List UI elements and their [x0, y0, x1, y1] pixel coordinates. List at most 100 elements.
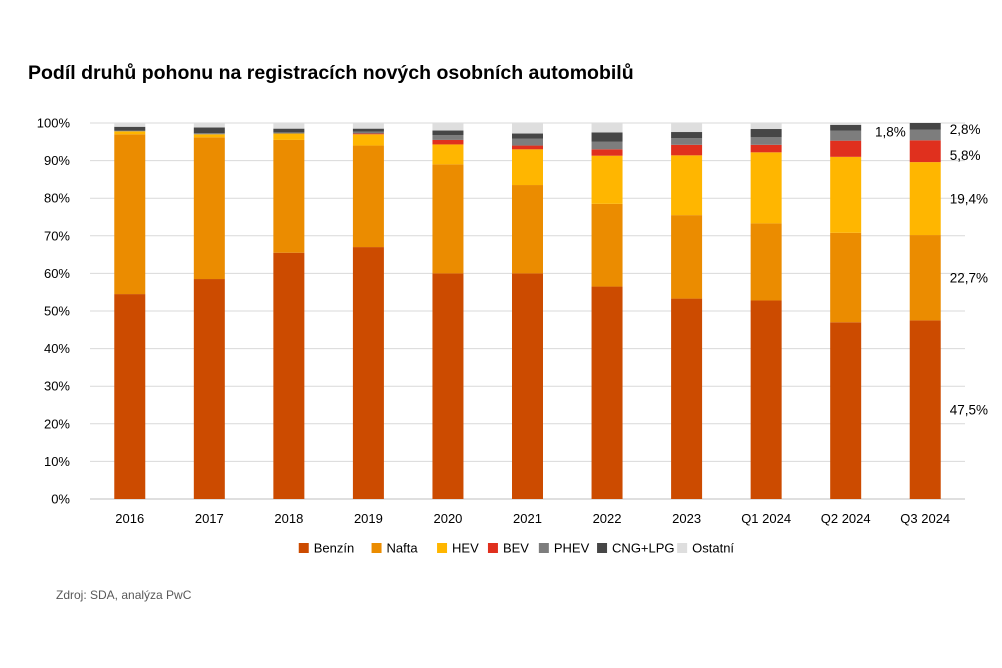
bar-segment-ostatn-: [193, 123, 225, 128]
x-tick-label: 2019: [354, 511, 383, 526]
y-tick-label: 30%: [44, 379, 70, 394]
bar-segment-benz-n: [512, 273, 543, 499]
bar-segment-nafta: [512, 185, 543, 274]
bar-segment-ostatn-: [512, 123, 543, 134]
x-tick-label: 2022: [593, 511, 622, 526]
bar-segment-nafta: [352, 145, 384, 248]
x-tick-label: Q1 2024: [741, 511, 791, 526]
legend-swatch: [487, 543, 498, 553]
data-label: 2,8%: [950, 122, 981, 137]
chart-title: Podíl druhů pohonu na registracích novýc…: [28, 62, 634, 84]
bars: [114, 123, 941, 499]
legend-swatch: [437, 543, 448, 553]
bar-segment-benz-n: [591, 286, 623, 499]
bar-segment-nafta: [273, 139, 305, 253]
y-tick-label: 70%: [44, 228, 70, 243]
bar-segment-cng-lpg: [671, 132, 703, 139]
y-tick-label: 80%: [44, 191, 70, 206]
y-tick-label: 50%: [44, 304, 70, 319]
bar-segment-nafta: [750, 223, 782, 301]
bar-segment-bev: [432, 139, 464, 145]
bar-segment-hev: [114, 131, 146, 135]
x-tick-label: 2016: [115, 511, 144, 526]
legend-label: Ostatní: [692, 541, 734, 556]
y-tick-label: 20%: [44, 416, 70, 431]
x-tick-label: Q2 2024: [821, 511, 871, 526]
bar-segment-nafta: [193, 137, 225, 280]
y-tick-label: 0%: [51, 492, 70, 507]
y-tick-label: 10%: [44, 454, 70, 469]
bar-segment-ostatn-: [671, 123, 703, 133]
bar-segment-benz-n: [432, 273, 464, 499]
bar-segment-ostatn-: [273, 123, 305, 129]
bar-segment-hev: [750, 152, 782, 224]
bar-segment-phev: [352, 131, 384, 134]
bar-segment-bev: [830, 140, 862, 157]
data-label: 22,7%: [950, 271, 988, 286]
bar-segment-nafta: [591, 203, 623, 287]
bar-segment-ostatn-: [750, 123, 782, 130]
legend-swatch: [677, 543, 688, 553]
bar-segment-phev: [830, 130, 862, 141]
axis-labels: 0% 10% 20% 30% 40% 50% 60% 70% 80% 90% 100% 2016 201…: [37, 116, 950, 527]
y-tick-label: 90%: [44, 153, 70, 168]
bar-segment-ostatn-: [352, 123, 384, 129]
bar-segment-cng-lpg: [909, 123, 941, 130]
data-label: 5,8%: [950, 148, 981, 163]
bar-segment-bev: [750, 144, 782, 153]
bar-segment-bev: [352, 133, 384, 135]
data-label: 47,5%: [950, 403, 988, 418]
x-tick-label: 2018: [274, 511, 303, 526]
x-tick-label: 2021: [513, 511, 542, 526]
bar-segment-benz-n: [352, 247, 384, 499]
legend: Benzín Nafta HEV BEV PHEV CNG+LPG Ostatní: [298, 541, 734, 556]
legend-label: HEV: [452, 541, 479, 556]
data-label: 19,4%: [950, 192, 988, 207]
legend-label: BEV: [503, 541, 529, 556]
bar-segment-benz-n: [830, 322, 862, 499]
bar-segment-benz-n: [909, 320, 941, 499]
bar-segment-nafta: [432, 164, 464, 274]
bar-segment-hev: [671, 155, 703, 216]
bar-segment-ostatn-: [114, 123, 146, 127]
source-note: Zdroj: SDA, analýza PwC: [56, 588, 192, 602]
bar-segment-cng-lpg: [830, 124, 862, 131]
x-tick-label: 2017: [195, 511, 224, 526]
bar-segment-hev: [273, 133, 305, 140]
bar-segment-phev: [193, 133, 225, 135]
y-tick-label: 40%: [44, 341, 70, 356]
bar-segment-cng-lpg: [114, 126, 146, 131]
bar-segment-cng-lpg: [750, 129, 782, 138]
bar-segment-phev: [512, 138, 543, 146]
bar-segment-bev: [512, 145, 543, 150]
bar-segment-benz-n: [114, 294, 146, 499]
legend-label: Nafta: [387, 541, 419, 556]
bar-segment-bev: [909, 140, 941, 163]
bar-segment-hev: [830, 156, 862, 233]
data-labels: 47,5% 22,7% 19,4% 5,8% 2,8% 1,8%: [875, 122, 988, 418]
legend-label: Benzín: [314, 541, 354, 556]
bar-segment-phev: [432, 135, 464, 140]
bar-segment-bev: [671, 144, 703, 156]
bar-segment-hev: [193, 134, 225, 138]
bar-segment-benz-n: [750, 300, 782, 499]
bar-segment-ostatn-: [830, 123, 862, 125]
y-tick-label: 100%: [37, 116, 71, 131]
x-tick-label: 2020: [433, 511, 462, 526]
bar-segment-nafta: [830, 232, 862, 323]
bar-segment-cng-lpg: [591, 132, 623, 142]
bar-segment-nafta: [671, 215, 703, 299]
bar-segment-phev: [273, 132, 305, 134]
bar-segment-phev: [671, 138, 703, 145]
bar-segment-benz-n: [671, 298, 703, 499]
bar-segment-bev: [591, 149, 623, 156]
legend-swatch: [538, 543, 549, 553]
legend-swatch: [298, 543, 309, 553]
x-tick-label: 2023: [672, 511, 701, 526]
y-tick-label: 60%: [44, 266, 70, 281]
bar-segment-phev: [750, 137, 782, 145]
bar-segment-cng-lpg: [512, 133, 543, 139]
bar-segment-hev: [909, 162, 941, 236]
bar-segment-hev: [512, 149, 543, 186]
